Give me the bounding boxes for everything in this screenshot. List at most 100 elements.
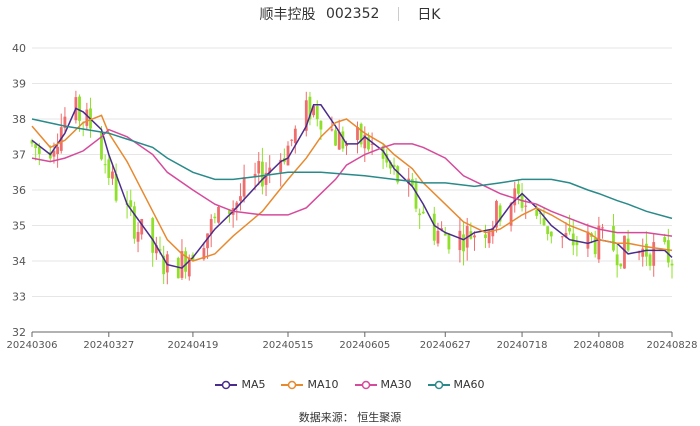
- candle-down: [261, 161, 264, 187]
- candle-up: [257, 161, 261, 174]
- stock-name: 顺丰控股: [259, 7, 316, 23]
- candle-down: [612, 225, 615, 251]
- candle-up: [623, 235, 626, 269]
- legend-item-ma10[interactable]: MA10: [281, 378, 339, 391]
- candle-down: [571, 233, 575, 246]
- candle-down: [538, 212, 542, 215]
- candle-up: [564, 232, 568, 238]
- candle-up: [209, 219, 213, 234]
- candle-down: [107, 159, 111, 178]
- candle-down: [517, 184, 520, 194]
- candle-up: [268, 167, 272, 173]
- candle-up: [56, 146, 59, 154]
- candle-up: [495, 200, 498, 228]
- legend-swatch: [281, 380, 304, 389]
- candle-up: [458, 230, 462, 251]
- candle-down: [319, 120, 323, 130]
- candle-down: [666, 240, 670, 263]
- candle-up: [63, 116, 67, 129]
- candle-down: [78, 96, 81, 121]
- candle-down: [162, 255, 166, 275]
- legend-item-ma30[interactable]: MA30: [354, 378, 412, 391]
- ma-lines: [31, 104, 673, 269]
- candle-down: [37, 147, 41, 154]
- x-tick-label: 20240419: [167, 340, 218, 351]
- candle-down: [575, 241, 579, 246]
- candle-down: [670, 263, 674, 266]
- legend-swatch-marker: [288, 380, 297, 389]
- candle-down: [418, 213, 422, 216]
- x-tick-label: 20240306: [7, 340, 58, 351]
- candles: [30, 90, 674, 285]
- y-tick-label: 37: [12, 149, 26, 162]
- grid-lines: [32, 47, 672, 333]
- candle-down: [663, 237, 667, 243]
- candle-up: [206, 233, 209, 249]
- candle-up: [363, 134, 367, 149]
- legend-label: MA30: [380, 378, 412, 391]
- candle-up: [217, 206, 220, 223]
- candle-down: [484, 234, 487, 239]
- candle-up: [279, 159, 283, 173]
- candle-down: [103, 164, 107, 166]
- y-tick-label: 39: [12, 78, 26, 91]
- legend-swatch: [427, 380, 450, 389]
- candle-up: [140, 219, 144, 235]
- legend-swatch-marker: [434, 380, 443, 389]
- line-ma5: [31, 104, 673, 269]
- candle-down: [432, 213, 436, 241]
- candle-down: [385, 153, 389, 163]
- x-tick-label: 20240515: [263, 340, 314, 351]
- candle-down: [184, 251, 187, 272]
- candle-down: [367, 137, 370, 150]
- candle-up: [253, 173, 257, 178]
- candle-down: [213, 216, 217, 219]
- candle-up: [312, 105, 315, 116]
- candle-up: [293, 128, 297, 144]
- candle-up: [330, 129, 334, 131]
- candle-down: [443, 233, 447, 236]
- legend-swatch-marker: [361, 380, 370, 389]
- candle-down: [114, 174, 118, 201]
- candle-up: [290, 139, 294, 141]
- y-tick-label: 34: [12, 255, 26, 268]
- candle-down: [151, 218, 155, 253]
- candle-up: [187, 257, 191, 277]
- candle-up: [85, 109, 89, 126]
- candle-down: [381, 146, 385, 159]
- candle-down: [30, 140, 34, 144]
- period-label: 日K: [417, 7, 441, 23]
- candle-up: [239, 196, 242, 201]
- y-tick-label: 38: [12, 113, 26, 126]
- y-tick-label: 36: [12, 184, 26, 197]
- data-source: 数据来源： 恒生聚源: [298, 411, 402, 424]
- candle-up: [473, 235, 476, 238]
- stock-code: 002352: [325, 6, 380, 22]
- candle-up: [136, 231, 140, 242]
- x-tick-label: 20240828: [647, 340, 698, 351]
- legend-label: MA60: [453, 378, 485, 391]
- candle-down: [129, 200, 133, 207]
- candle-up: [560, 236, 564, 238]
- candle-up: [597, 225, 601, 260]
- line-ma30: [31, 128, 673, 237]
- x-tick-label: 20240627: [420, 340, 471, 351]
- candle-down: [308, 96, 312, 120]
- y-tick-label: 35: [12, 220, 26, 233]
- candle-down: [228, 210, 231, 215]
- candle-up: [202, 247, 206, 260]
- candle-up: [111, 171, 114, 179]
- candle-down: [615, 254, 619, 266]
- candle-up: [337, 131, 341, 150]
- axes: 32 33 34 35 36 37 38 39 40 20240306 20240327 202404…: [7, 42, 698, 351]
- candle-up: [491, 227, 495, 237]
- candle-down: [648, 254, 652, 266]
- legend-item-ma60[interactable]: MA60: [427, 378, 485, 391]
- candle-down: [334, 130, 337, 146]
- candle-down: [535, 209, 539, 216]
- legend-item-ma5[interactable]: MA5: [215, 378, 265, 391]
- candle-down: [100, 132, 103, 160]
- candle-down: [34, 144, 38, 149]
- candle-up: [513, 188, 517, 206]
- candle-up: [370, 143, 374, 145]
